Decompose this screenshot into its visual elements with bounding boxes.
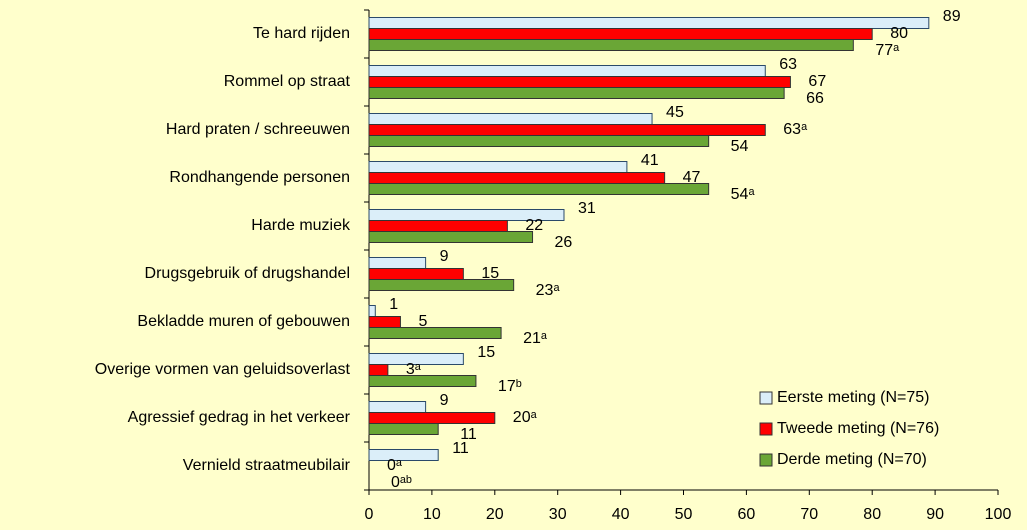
value-label: 20ᵃ — [513, 409, 538, 426]
value-label: 89 — [943, 8, 961, 25]
x-tick-label: 90 — [926, 506, 944, 523]
bar — [368, 183, 710, 195]
value-label: 47 — [683, 169, 701, 186]
value-label: 63ᵃ — [783, 121, 808, 138]
y-tick-label: Harde muziek — [251, 217, 351, 234]
bar — [368, 268, 464, 280]
x-tick-label: 100 — [985, 506, 1012, 523]
value-label: 17ᵇ — [498, 378, 522, 395]
x-tick-label: 10 — [423, 506, 441, 523]
y-tick-label: Overige vormen van geluidsoverlast — [95, 361, 351, 378]
bar — [368, 17, 930, 29]
bar — [368, 87, 785, 99]
value-label: 11 — [460, 426, 477, 443]
bar — [368, 65, 766, 77]
value-label: 0ᵃᵇ — [391, 474, 412, 491]
value-label: 0ᵃ — [387, 457, 403, 474]
x-tick-label: 60 — [738, 506, 756, 523]
y-tick-label: Te hard rijden — [253, 25, 350, 42]
bar — [368, 161, 628, 173]
bar — [368, 124, 766, 136]
bar — [368, 375, 477, 387]
bar — [368, 316, 401, 328]
x-tick-label: 80 — [863, 506, 881, 523]
x-tick-label: 70 — [800, 506, 818, 523]
bar — [368, 257, 427, 269]
value-label: 15 — [477, 344, 495, 361]
legend-swatch — [759, 422, 773, 436]
value-label: 15 — [481, 265, 499, 282]
bar — [368, 220, 508, 232]
legend-label: Eerste meting (N=75) — [777, 389, 930, 406]
value-label: 21ᵃ — [523, 330, 548, 347]
y-tick-label: Bekladde muren of gebouwen — [137, 313, 350, 330]
y-tick-label: Agressief gedrag in het verkeer — [128, 409, 351, 426]
value-label: 5 — [418, 313, 427, 330]
value-label: 3ᵃ — [406, 361, 422, 378]
bar — [368, 76, 791, 88]
value-label: 45 — [666, 104, 684, 121]
value-label: 66 — [806, 90, 824, 107]
legend-label: Tweede meting (N=76) — [777, 420, 939, 437]
value-label: 54 — [731, 138, 749, 155]
value-label: 11 — [452, 440, 469, 457]
legend-swatch — [759, 453, 773, 467]
bar — [368, 449, 439, 461]
bar — [368, 401, 427, 413]
bar — [368, 364, 389, 376]
bar — [368, 28, 873, 40]
value-label: 9 — [440, 392, 449, 409]
x-tick-label: 0 — [365, 506, 374, 523]
bar — [368, 353, 464, 365]
x-tick-label: 30 — [549, 506, 567, 523]
bar — [368, 279, 515, 291]
value-label: 22 — [525, 217, 543, 234]
legend-label: Derde meting (N=70) — [777, 451, 927, 468]
legend-swatch — [759, 391, 773, 405]
value-label: 77ᵃ — [875, 42, 900, 59]
bar — [368, 327, 502, 339]
x-tick-label: 50 — [675, 506, 693, 523]
value-label: 67 — [808, 73, 826, 90]
bar — [368, 39, 854, 51]
bar — [368, 113, 653, 125]
bar — [368, 412, 496, 424]
value-label: 54ᵃ — [731, 186, 756, 203]
value-label: 31 — [578, 200, 596, 217]
value-label: 63 — [779, 56, 797, 73]
y-tick-label: Vernield straatmeubilair — [183, 457, 351, 474]
bar — [368, 305, 376, 317]
bar — [368, 231, 534, 243]
x-tick-label: 20 — [486, 506, 504, 523]
value-label: 23ᵃ — [536, 282, 561, 299]
value-label: 9 — [440, 248, 449, 265]
value-label: 80 — [890, 25, 908, 42]
bar — [368, 172, 666, 184]
y-tick-label: Rondhangende personen — [169, 169, 350, 186]
y-tick-label: Drugsgebruik of drugshandel — [145, 265, 350, 282]
value-label: 41 — [641, 152, 659, 169]
bar — [368, 135, 710, 147]
value-label: 1 — [389, 296, 398, 313]
bar — [368, 423, 439, 435]
y-tick-label: Hard praten / schreeuwen — [166, 121, 350, 138]
x-tick-label: 40 — [612, 506, 630, 523]
value-label: 26 — [555, 234, 573, 251]
y-tick-label: Rommel op straat — [224, 73, 351, 90]
